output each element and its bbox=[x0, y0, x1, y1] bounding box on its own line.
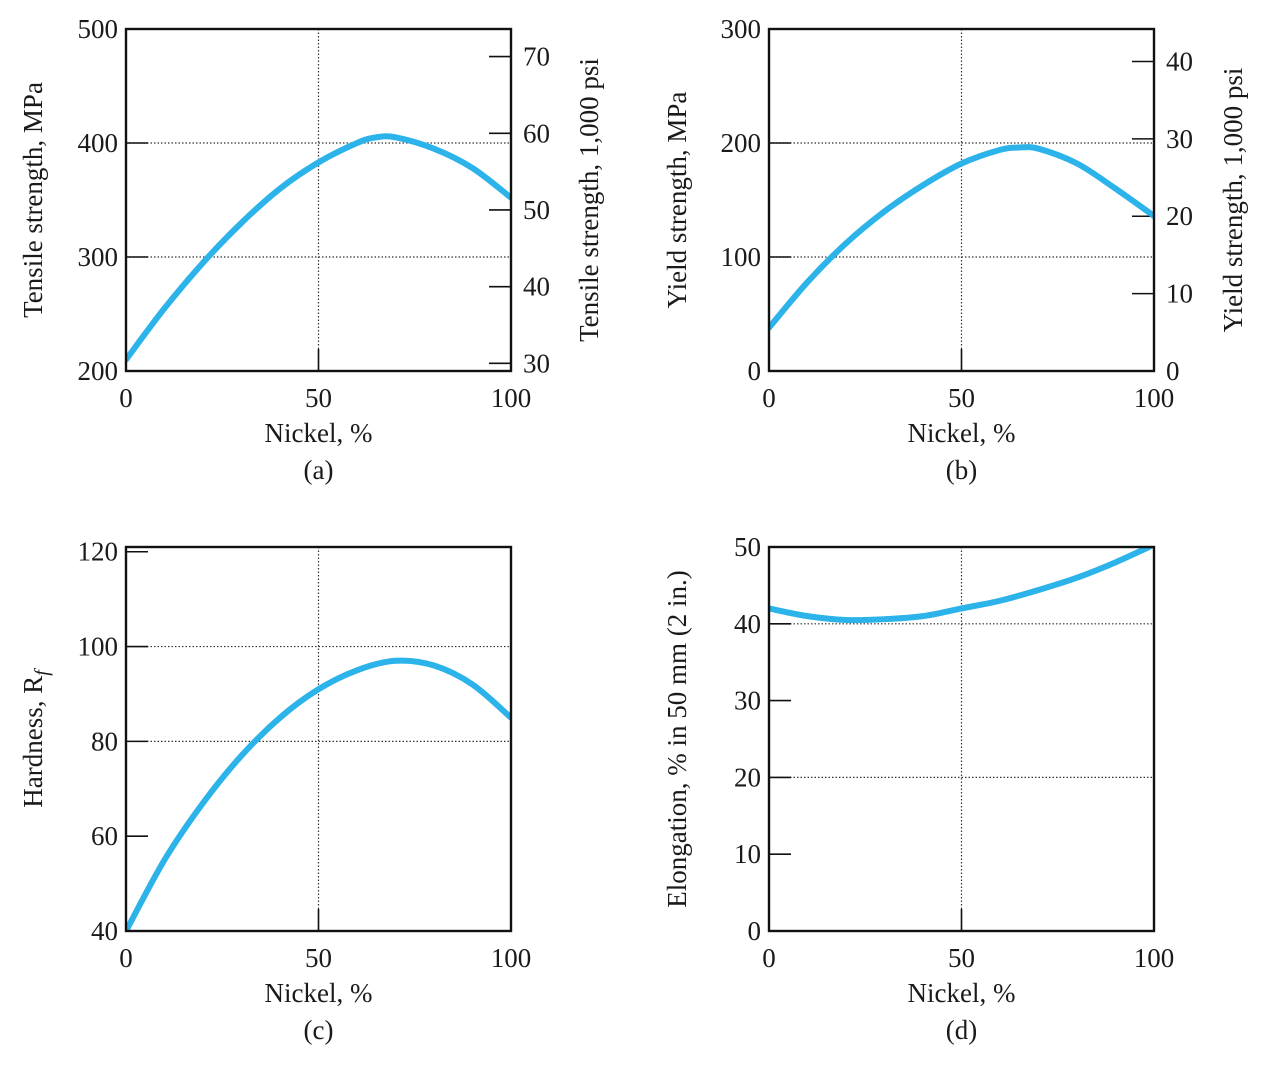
y-axis-title: Yield strength, MPa bbox=[662, 92, 692, 309]
panel-caption: (d) bbox=[946, 1015, 977, 1045]
y-axis-title-subscript: f bbox=[31, 668, 53, 676]
panel-caption: (b) bbox=[946, 455, 977, 485]
panel-c: 0 50 100 40 60 80 100 120 Nickel, % (c) Hardness, … bbox=[18, 537, 531, 1045]
series-line bbox=[125, 133, 512, 363]
y-tick-label: 0 bbox=[748, 356, 762, 386]
y-axis-title-text: Yield strength, MPa bbox=[662, 92, 692, 309]
plot-frame bbox=[767, 27, 1156, 373]
y2-tick-label: 70 bbox=[523, 42, 550, 72]
y-tick-label: 80 bbox=[91, 726, 118, 756]
series-line bbox=[768, 144, 1155, 331]
x-tick-label: 100 bbox=[491, 383, 532, 413]
x-tick-label: 0 bbox=[119, 943, 133, 973]
y2-tick-label: 30 bbox=[523, 348, 550, 378]
y-axis-title: Tensile strength, MPa bbox=[18, 82, 48, 318]
plot-frame bbox=[767, 545, 1156, 933]
y2-tick-label: 60 bbox=[523, 118, 550, 148]
plot-frame bbox=[124, 545, 513, 933]
y-tick-label: 40 bbox=[734, 609, 761, 639]
y2-axis-title: Tensile strength, 1,000 psi bbox=[574, 58, 604, 342]
y-tick-label: 400 bbox=[78, 128, 119, 158]
y-tick-label: 20 bbox=[734, 762, 761, 792]
x-tick-label: 0 bbox=[762, 383, 776, 413]
y2-tick-label: 10 bbox=[1166, 279, 1193, 309]
y2-axis-title: Yield strength, 1,000 psi bbox=[1218, 68, 1248, 333]
y-tick-label: 200 bbox=[721, 128, 762, 158]
y2-tick-label: 40 bbox=[1166, 46, 1193, 76]
x-tick-label: 100 bbox=[491, 943, 532, 973]
y2-tick-label: 50 bbox=[523, 195, 550, 225]
x-axis-title: Nickel, % bbox=[908, 978, 1016, 1008]
panel-caption: (c) bbox=[304, 1015, 334, 1045]
y-tick-label: 0 bbox=[748, 916, 762, 946]
x-tick-label: 50 bbox=[305, 943, 332, 973]
y-tick-label: 40 bbox=[91, 916, 118, 946]
x-axis-title: Nickel, % bbox=[908, 418, 1016, 448]
y-tick-label: 300 bbox=[78, 242, 119, 272]
x-tick-label: 50 bbox=[948, 943, 975, 973]
y-tick-label: 300 bbox=[721, 14, 762, 44]
panel-caption: (a) bbox=[304, 455, 334, 485]
panel-a: 0 50 100 200 300 400 500 30 40 50 60 70 Nickel, % (a)… bbox=[18, 14, 604, 485]
y-axis-title: Elongation, % in 50 mm (2 in.) bbox=[662, 570, 692, 907]
y2-tick-label: 30 bbox=[1166, 124, 1193, 154]
panel-d: 0 50 100 0 10 20 30 40 50 Nickel, % (d) Elongation,… bbox=[662, 532, 1174, 1045]
y-tick-label: 500 bbox=[78, 14, 119, 44]
x-tick-label: 0 bbox=[762, 943, 776, 973]
y-tick-label: 30 bbox=[734, 686, 761, 716]
x-tick-label: 50 bbox=[305, 383, 332, 413]
y-tick-label: 200 bbox=[78, 356, 119, 386]
y-axis-title-text: Hardness, R bbox=[18, 676, 48, 808]
y2-tick-label: 0 bbox=[1166, 356, 1180, 386]
y-axis-title-text: Elongation, % in 50 mm (2 in.) bbox=[662, 570, 692, 907]
y-tick-label: 100 bbox=[721, 242, 762, 272]
x-tick-label: 100 bbox=[1134, 383, 1175, 413]
x-axis-title: Nickel, % bbox=[265, 418, 373, 448]
y-tick-label: 10 bbox=[734, 839, 761, 869]
y2-tick-label: 40 bbox=[523, 272, 550, 302]
y-tick-label: 50 bbox=[734, 532, 761, 562]
series-line bbox=[768, 546, 1155, 624]
y-axis-title-text: Tensile strength, MPa bbox=[18, 82, 48, 318]
x-axis-title: Nickel, % bbox=[265, 978, 373, 1008]
plot-frame bbox=[124, 27, 513, 373]
y-tick-label: 120 bbox=[78, 537, 119, 567]
series-line bbox=[125, 657, 512, 932]
y-tick-label: 60 bbox=[91, 821, 118, 851]
x-tick-label: 50 bbox=[948, 383, 975, 413]
x-tick-label: 0 bbox=[119, 383, 133, 413]
y-tick-label: 100 bbox=[78, 632, 119, 662]
y2-tick-label: 20 bbox=[1166, 201, 1193, 231]
y-axis-title: Hardness, Rf bbox=[18, 668, 53, 808]
x-tick-label: 100 bbox=[1134, 943, 1175, 973]
